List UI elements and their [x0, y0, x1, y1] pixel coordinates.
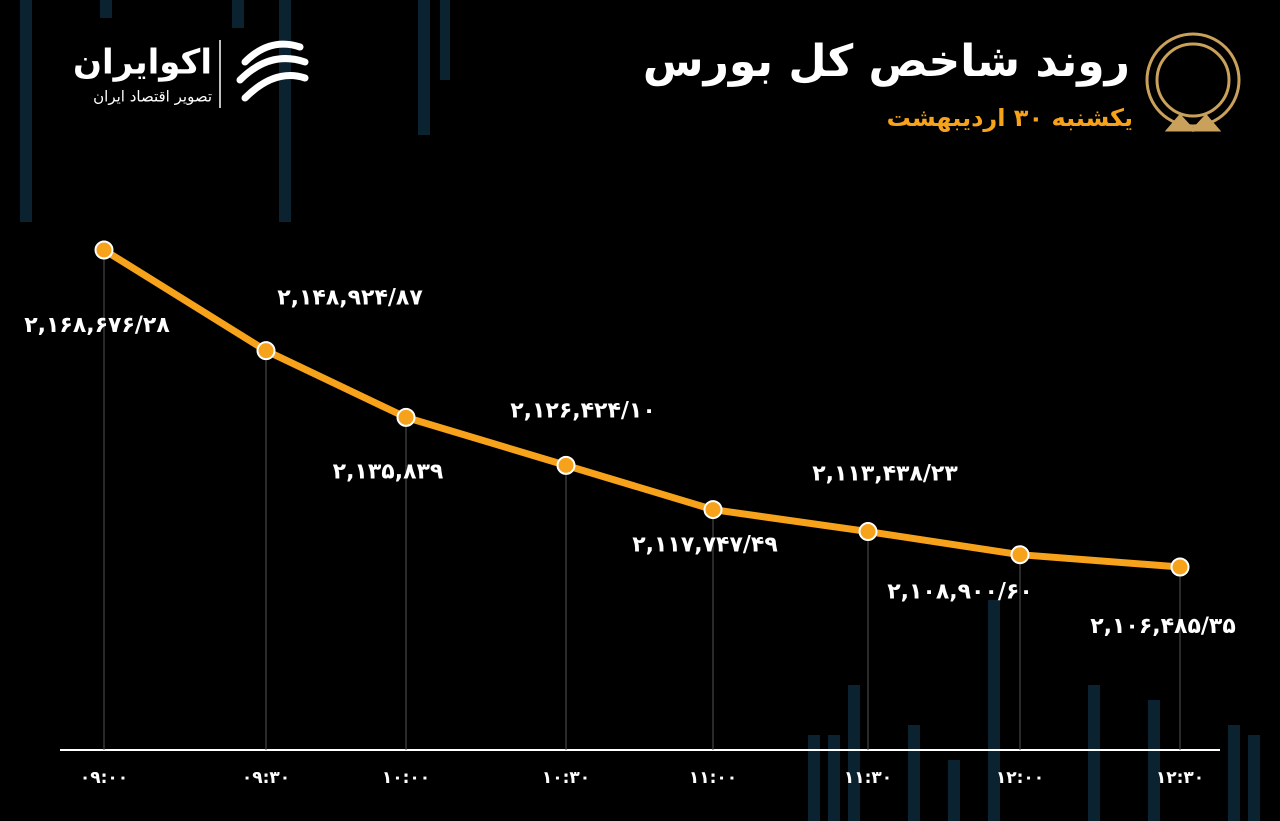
value-label: ۲,۱۶۸,۶۷۶/۲۸: [24, 313, 170, 338]
brand-tagline: تصویر اقتصاد ایران: [93, 88, 212, 106]
x-tick-label: ۱۰:۰۰: [382, 768, 430, 788]
series-line: [102, 247, 1181, 571]
x-tick-label: ۱۲:۰۰: [996, 768, 1044, 788]
value-label: ۲,۱۲۶,۴۲۴/۱۰: [510, 398, 656, 423]
x-tick-label: ۰۹:۰۰: [80, 768, 128, 788]
point: [1170, 557, 1190, 577]
x-tick-label: ۱۰:۳۰: [542, 768, 590, 788]
point: [396, 407, 416, 427]
x-tick-label: ۱۱:۰۰: [689, 768, 737, 788]
brand-name: اکوایران: [73, 43, 212, 83]
point: [556, 455, 576, 475]
brand-logo: [236, 40, 309, 102]
value-label: ۲,۱۱۳,۴۳۸/۲۳: [812, 462, 958, 487]
emblem: [1145, 32, 1241, 133]
value-label: ۲,۱۰۸,۹۰۰/۶۰: [887, 580, 1033, 605]
x-tick-label: ۰۹:۳۰: [242, 768, 290, 788]
decoration: [20, 0, 1260, 821]
point: [703, 500, 723, 520]
point: [1010, 545, 1030, 565]
x-tick-label: ۱۲:۳۰: [1156, 768, 1204, 788]
value-label: ۲,۱۰۶,۴۸۵/۳۵: [1090, 614, 1236, 639]
point: [858, 522, 878, 542]
point: [94, 240, 114, 260]
x-tick-label: ۱۱:۳۰: [844, 768, 892, 788]
chart-title: روند شاخص کل بورس: [643, 36, 1130, 87]
chart-subtitle: یکشنبه ۳۰ اردیبهشت: [887, 104, 1133, 132]
value-label: ۲,۱۳۵,۸۳۹: [333, 459, 444, 484]
point: [256, 341, 276, 361]
value-label: ۲,۱۱۷,۷۴۷/۴۹: [632, 533, 778, 558]
value-label: ۲,۱۴۸,۹۲۴/۸۷: [277, 286, 423, 311]
